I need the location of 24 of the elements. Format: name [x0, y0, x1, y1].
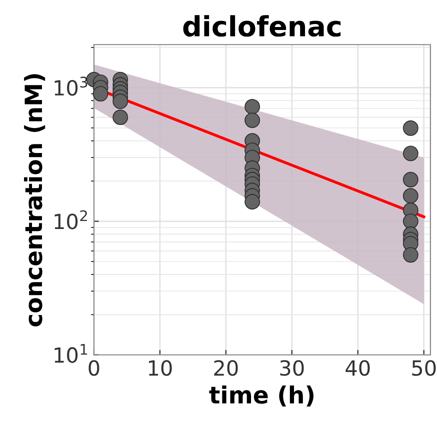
- y-axis-title: concentration (nM): [24, 74, 46, 326]
- x-tick-label: 40: [346, 360, 370, 376]
- point: [244, 112, 260, 128]
- point: [402, 188, 418, 204]
- y-tick-label: 10$^{1}$: [54, 344, 88, 363]
- point: [112, 94, 128, 110]
- point: [92, 86, 108, 102]
- x-tick-label: 10: [148, 360, 172, 376]
- point: [402, 247, 418, 263]
- point: [402, 146, 418, 162]
- y-tick-label: 10$^{3}$: [54, 76, 88, 96]
- chart-title: diclofenac: [183, 15, 341, 37]
- x-tick-label: 0: [88, 360, 100, 376]
- x-tick-label: 30: [280, 360, 304, 376]
- point: [402, 120, 418, 136]
- x-axis-title: time (h): [209, 385, 314, 407]
- point: [244, 194, 260, 210]
- y-tick-label: 10$^{2}$: [54, 210, 87, 230]
- x-tick-label: 20: [214, 360, 238, 376]
- point: [402, 172, 418, 188]
- x-tick-label: 50: [412, 360, 436, 376]
- point: [402, 214, 418, 229]
- point: [112, 110, 128, 126]
- point: [244, 99, 260, 114]
